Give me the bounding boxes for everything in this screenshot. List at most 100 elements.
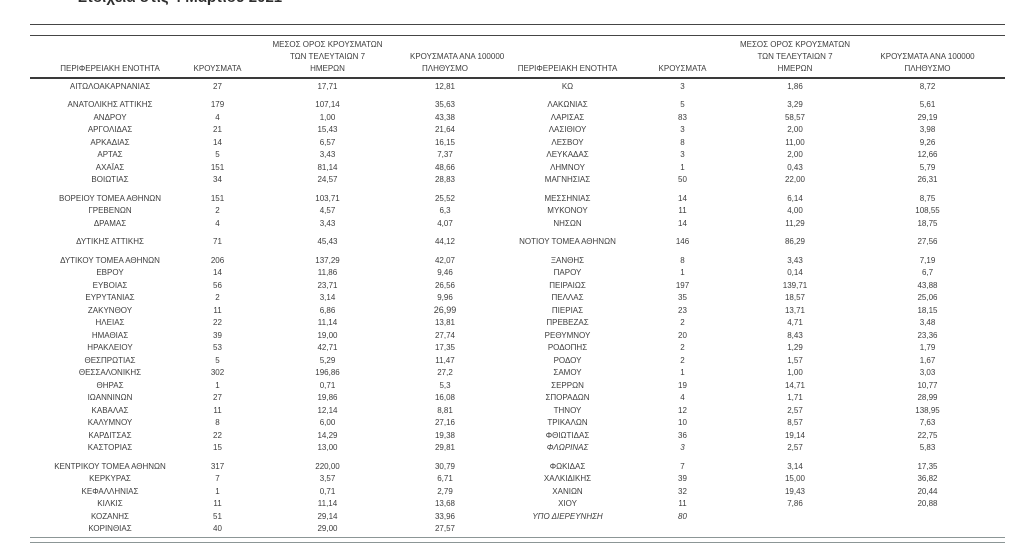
region-name-cell: ΚΕΡΚΥΡΑΣ — [89, 474, 131, 484]
table-row: ΚΑΒΑΛΑΣ 11 12,14 8,81 ΤΗΝΟΥ 12 2,57 138,95 — [30, 404, 1005, 417]
cases-cell: 2 — [680, 355, 685, 365]
table-row: ΚΑΛΥΜΝΟΥ 8 6,00 27,16 ΤΡΙΚΑΛΩΝ 10 8,57 7,63 — [30, 417, 1005, 430]
table-row: ΕΒΡΟΥ 14 11,86 9,46 ΠΑΡΟΥ 1 0,14 6,7 — [30, 267, 1005, 280]
region-name-cell: ΝΗΣΩΝ — [553, 218, 582, 228]
region-name-cell: ΑΡΚΑΔΙΑΣ — [90, 137, 130, 147]
table-row: ΘΗΡΑΣ 1 0,71 5,3 ΣΕΡΡΩΝ 19 14,71 10,77 — [30, 379, 1005, 392]
per100k-cell: 18,75 — [917, 218, 938, 228]
table-row: ΔΡΑΜΑΣ 4 3,43 4,07 ΝΗΣΩΝ 14 11,29 18,75 — [30, 217, 1005, 230]
region-name-cell: ΔΡΑΜΑΣ — [93, 218, 127, 228]
per100k-cell: 6,71 — [437, 474, 453, 484]
cases-cell: 1 — [680, 368, 685, 378]
region-name-cell: ΗΜΑΘΙΑΣ — [91, 330, 129, 340]
cases-cell: 3 — [680, 150, 685, 160]
cases-cell: 83 — [678, 112, 687, 122]
cases-cell: 51 — [213, 511, 222, 521]
per100k-cell: 9,46 — [437, 268, 453, 278]
region-name-cell: ΡΕΘΥΜΝΟΥ — [544, 330, 591, 340]
per100k-cell: 27,2 — [437, 368, 453, 378]
region-name-cell: ΘΕΣΣΑΛΟΝΙΚΗΣ — [78, 368, 142, 378]
per100k-cell: 6,7 — [921, 268, 934, 278]
table-row: ΚΕΡΚΥΡΑΣ 7 3,57 6,71 ΧΑΛΚΙΔΙΚΗΣ 39 15,00 36,82 — [30, 473, 1005, 486]
avg7-cell: 15,00 — [784, 474, 806, 484]
per100k-cell: 28,83 — [434, 175, 456, 185]
col-header-filler — [975, 75, 1005, 77]
table-body: ΑΙΤΩΛΟΑΚΑΡΝΑΝΙΑΣ 27 17,71 12,81 ΚΩ 3 1,86 8,72 Α… — [30, 80, 1005, 535]
avg7-cell: 11,29 — [785, 218, 805, 228]
cases-cell: 151 — [210, 193, 225, 203]
table-row: ΚΟΡΙΝΘΙΑΣ 40 29,00 27,57 — [30, 523, 1005, 536]
table-row: ΓΡΕΒΕΝΩΝ 2 4,57 6,3 ΜΥΚΟΝΟΥ 11 4,00 108,55 — [30, 205, 1005, 218]
region-name-cell: ΓΡΕΒΕΝΩΝ — [88, 206, 132, 216]
per100k-cell: 42,07 — [434, 255, 456, 265]
cases-cell: 317 — [210, 461, 225, 471]
region-name-cell: ΛΑΡΙΣΑΣ — [550, 112, 585, 122]
avg7-cell: 1,86 — [787, 81, 803, 91]
avg7-cell: 6,86 — [319, 305, 336, 315]
col-header-avg7-right: ΜΕΣΟΣ ΟΡΟΣ ΚΡΟΥΣΜΑΤΩΝ ΤΩΝ ΤΕΛΕΥΤΑΙΩΝ 7 ΗΜΕ… — [739, 40, 851, 73]
region-name-cell: ΞΑΝΘΗΣ — [550, 255, 585, 265]
table-row: ΚΕΝΤΡΙΚΟΥ ΤΟΜΕΑ ΑΘΗΝΩΝ 317 220,00 30,79 ΦΩΚΙ… — [30, 460, 1005, 473]
cases-cell: 40 — [213, 524, 222, 534]
region-name-cell: ΗΡΑΚΛΕΙΟΥ — [87, 343, 133, 353]
avg7-cell: 7,86 — [787, 499, 803, 509]
table-row: ΒΟΡΕΙΟΥ ΤΟΜΕΑ ΑΘΗΝΩΝ 151 103,71 25,52 ΜΕΣΣΗΝ… — [30, 192, 1005, 205]
cases-cell: 19 — [678, 380, 687, 390]
avg7-cell: 81,14 — [317, 162, 338, 172]
top-rule-2 — [30, 35, 1005, 36]
avg7-cell: 19,43 — [784, 486, 806, 496]
avg7-cell: 3,14 — [787, 461, 803, 471]
table-row: ΗΜΑΘΙΑΣ 39 19,00 27,74 ΡΕΘΥΜΝΟΥ 20 8,43 23,36 — [30, 329, 1005, 342]
cases-cell: 56 — [213, 280, 222, 290]
region-name-cell: ΚΑΣΤΟΡΙΑΣ — [87, 443, 133, 453]
region-name-cell: ΚΙΛΚΙΣ — [97, 499, 123, 509]
per100k-cell: 26,56 — [434, 280, 456, 290]
table-row: ΗΛΕΙΑΣ 22 11,14 13,81 ΠΡΕΒΕΖΑΣ 2 4,71 3,48 — [30, 317, 1005, 330]
per100k-cell: 16,08 — [434, 393, 456, 403]
avg7-cell: 23,71 — [317, 280, 338, 290]
cases-cell: 27 — [213, 81, 222, 91]
cases-cell: 7 — [215, 474, 220, 484]
cases-cell: 11 — [213, 305, 222, 315]
per100k-cell: 3,98 — [919, 125, 936, 135]
region-name-cell: ΛΕΣΒΟΥ — [551, 137, 584, 147]
col-header-per100k-left: ΚΡΟΥΣΜΑΤΑ ΑΝΑ 100000 ΠΛΗΘΥΣΜΟ — [410, 52, 505, 73]
table-row: ΑΧΑΪΑΣ 151 81,14 48,66 ΛΗΜΝΟΥ 1 0,43 5,79 — [30, 161, 1005, 174]
avg7-cell: 42,71 — [317, 343, 338, 353]
avg7-cell: 14,71 — [784, 380, 806, 390]
col-header-region-left: ΠΕΡΙΦΕΡΕΙΑΚΗ ΕΝΟΤΗΤΑ — [60, 64, 160, 73]
per100k-cell: 13,68 — [434, 499, 456, 509]
per100k-cell: 3,03 — [919, 368, 936, 378]
avg7-cell: 13,71 — [784, 305, 806, 315]
cases-cell: 21 — [213, 125, 222, 135]
region-name-cell: ΚΑΛΥΜΝΟΥ — [87, 418, 133, 428]
per100k-cell: 3,48 — [919, 318, 936, 328]
per100k-cell: 17,35 — [917, 461, 938, 471]
per100k-cell: 35,63 — [434, 100, 456, 110]
table-row: ΚΟΖΑΝΗΣ 51 29,14 33,96 ΥΠΟ ΔΙΕΡΕΥΝΗΣΗ 80 — [30, 510, 1005, 523]
cases-cell: 14 — [678, 193, 687, 203]
avg7-cell: 29,00 — [317, 524, 338, 534]
cases-cell: 179 — [210, 100, 225, 110]
region-name-cell: ΚΕΦΑΛΛΗΝΙΑΣ — [81, 486, 139, 496]
avg7-cell: 58,57 — [784, 112, 806, 122]
region-name-cell: ΡΟΔΟΥ — [553, 355, 582, 365]
avg7-cell: 0,43 — [787, 162, 803, 172]
cases-cell: 2 — [215, 293, 220, 303]
per100k-cell: 25,52 — [434, 193, 456, 203]
cases-cell: 146 — [675, 237, 690, 247]
avg7-cell: 3,29 — [787, 100, 803, 110]
per100k-cell: 5,3 — [439, 380, 451, 390]
cases-cell: 11 — [213, 499, 222, 509]
cases-cell: 8 — [680, 137, 685, 147]
cases-cell: 11 — [678, 206, 687, 216]
cases-cell: 4 — [215, 112, 220, 122]
cases-cell: 50 — [678, 175, 687, 185]
cases-cell: 71 — [213, 237, 222, 247]
per100k-cell: 29,19 — [917, 112, 938, 122]
table-row: ΑΡΚΑΔΙΑΣ 14 6,57 16,15 ΛΕΣΒΟΥ 8 11,00 9,26 — [30, 136, 1005, 149]
region-name-cell: ΣΑΜΟΥ — [553, 368, 582, 378]
region-name-cell: ΘΗΡΑΣ — [96, 380, 124, 390]
cases-cell: 302 — [210, 368, 225, 378]
avg7-cell: 6,57 — [319, 137, 336, 147]
